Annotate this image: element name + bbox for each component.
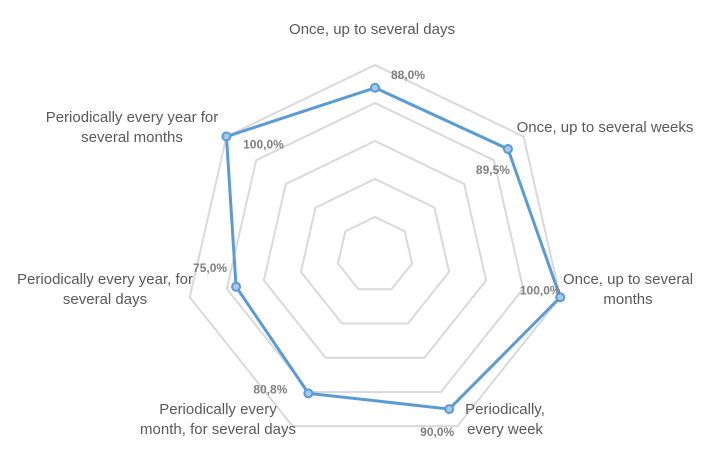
category-label: Periodically every year for several mont…	[45, 109, 219, 146]
marker	[444, 404, 455, 415]
marker	[370, 82, 380, 93]
value-label: 75,0%	[193, 261, 227, 275]
value-label: 89,5%	[476, 163, 510, 177]
grid-ring	[188, 63, 562, 428]
grid-ring	[336, 215, 414, 291]
value-label: 90,0%	[420, 425, 454, 439]
category-label: Periodically, every week	[465, 401, 545, 438]
grid-ring	[225, 101, 525, 393]
value-label: 88,0%	[391, 68, 425, 82]
category-label: Once, up to several days	[289, 21, 455, 38]
marker	[231, 281, 242, 292]
category-label: Once, up to several months	[562, 271, 694, 308]
grid-ring	[262, 139, 488, 359]
series-line	[224, 86, 562, 411]
category-label: Periodically every month, for several da…	[140, 401, 296, 438]
category-label: Once, up to several weeks	[516, 119, 694, 136]
grid-ring	[299, 177, 451, 325]
value-label: 100,0%	[243, 138, 284, 152]
value-label: 100,0%	[520, 283, 561, 297]
category-label: Periodically every year, for several day…	[17, 271, 193, 308]
marker	[502, 143, 513, 154]
marker	[221, 131, 232, 142]
marker	[303, 388, 314, 399]
value-label: 80,8%	[253, 382, 287, 396]
marker	[555, 292, 566, 303]
